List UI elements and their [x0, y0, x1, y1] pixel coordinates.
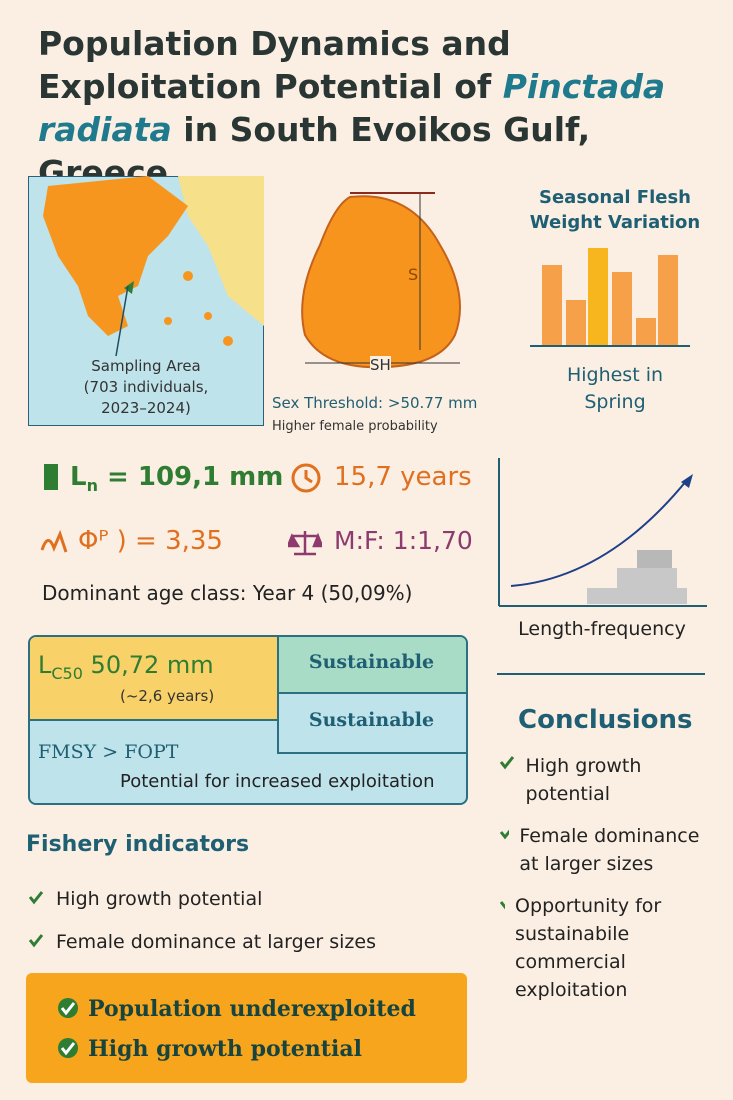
conclusions-title: Conclusions — [518, 705, 693, 735]
length-frequency-chart — [498, 458, 707, 607]
check-icon — [499, 901, 506, 910]
title-text: Population Dynamics and Exploitation Pot… — [38, 24, 511, 106]
subscript: n — [86, 476, 98, 496]
list-item: High growth potential — [58, 1029, 467, 1069]
lf-caption: Length-frequency — [518, 618, 686, 640]
check-icon — [499, 829, 510, 840]
height-label: S — [408, 265, 419, 284]
fopt: FOPT — [124, 741, 179, 763]
list-item: Opportunity for sustainabile commercial … — [497, 892, 717, 1004]
lc50-note: (~2,6 years) — [120, 687, 215, 705]
symbol: L — [70, 462, 87, 492]
list-item: Population underexploited — [58, 989, 467, 1029]
item-text: Opportunity for sustainabile commercial … — [515, 895, 662, 1001]
shell-diagram — [301, 192, 461, 369]
list-item: Female dominance at larger sizes — [26, 921, 376, 964]
fishery-list: High growth potential Female dominance at… — [26, 878, 376, 964]
fmsy: FMSY — [38, 741, 97, 763]
item-text: Female dominance at larger sizes — [56, 931, 376, 953]
item-text: High growth potential — [525, 755, 642, 805]
item-text: Population underexploited — [88, 996, 416, 1022]
threshold: Sex Threshold: >50.77 mm — [272, 394, 478, 412]
check-icon — [58, 1038, 78, 1058]
title: Population Dynamics and Exploitation Pot… — [38, 22, 708, 194]
list-item: Female dominance at larger sizes — [497, 822, 717, 878]
subscript: C50 — [51, 663, 83, 683]
threshold-note: Higher female probability — [272, 419, 438, 434]
check-icon — [58, 998, 78, 1018]
scale-icon — [288, 531, 322, 556]
map — [28, 176, 264, 426]
seasonal-chart — [530, 248, 690, 347]
species: Pinctada radiata — [38, 67, 666, 149]
map-detail: 2023–2024) — [101, 399, 191, 417]
map-detail: (703 individuals, — [83, 378, 209, 396]
sex-ratio: M:F: 1:1,70 — [334, 526, 473, 555]
divider — [497, 673, 705, 675]
value: = 109,1 mm — [107, 462, 284, 492]
symbol: L — [38, 651, 52, 679]
status: Sustainable — [308, 709, 435, 731]
conclusions-list: High growth potential Female dominance at… — [497, 752, 717, 1018]
ruler-icon — [44, 464, 58, 490]
summary-box: Population underexploited High growth pot… — [26, 973, 467, 1083]
check-icon — [499, 756, 515, 770]
status: Sustainable — [308, 651, 435, 673]
item-text: Female dominance at larger sizes — [519, 825, 700, 875]
item-text: High growth potential — [56, 888, 263, 910]
fmsy-compare: FMSY > FOPT — [38, 741, 178, 763]
phi: Φᴾ ) = 3,35 — [78, 526, 223, 556]
list-item: High growth potential — [26, 878, 376, 921]
check-icon — [28, 891, 44, 905]
fishery-title: Fishery indicators — [26, 832, 250, 857]
lc50-value: 50,72 mm — [90, 651, 214, 679]
seasonal-caption: Highest in Spring — [566, 364, 664, 413]
seasonal-title: Seasonal Flesh Weight Variation — [529, 187, 701, 233]
wave-icon — [40, 530, 68, 553]
exploitation-box: LC50 50,72 mm (~2,6 years) Sustainable S… — [28, 635, 468, 805]
check-icon — [28, 934, 44, 948]
gt: > — [102, 741, 119, 763]
linf: Ln = 109,1 mm — [70, 462, 283, 495]
item-text: High growth potential — [88, 1036, 362, 1062]
potential: Potential for increased exploitation — [120, 771, 435, 792]
width-label: SH — [370, 356, 391, 374]
map-label: Sampling Area — [91, 357, 201, 375]
dominant-age: Dominant age class: Year 4 (50,09%) — [42, 581, 413, 605]
list-item: High growth potential — [497, 752, 717, 808]
clock-icon — [291, 463, 321, 493]
lifespan: 15,7 years — [334, 462, 472, 492]
